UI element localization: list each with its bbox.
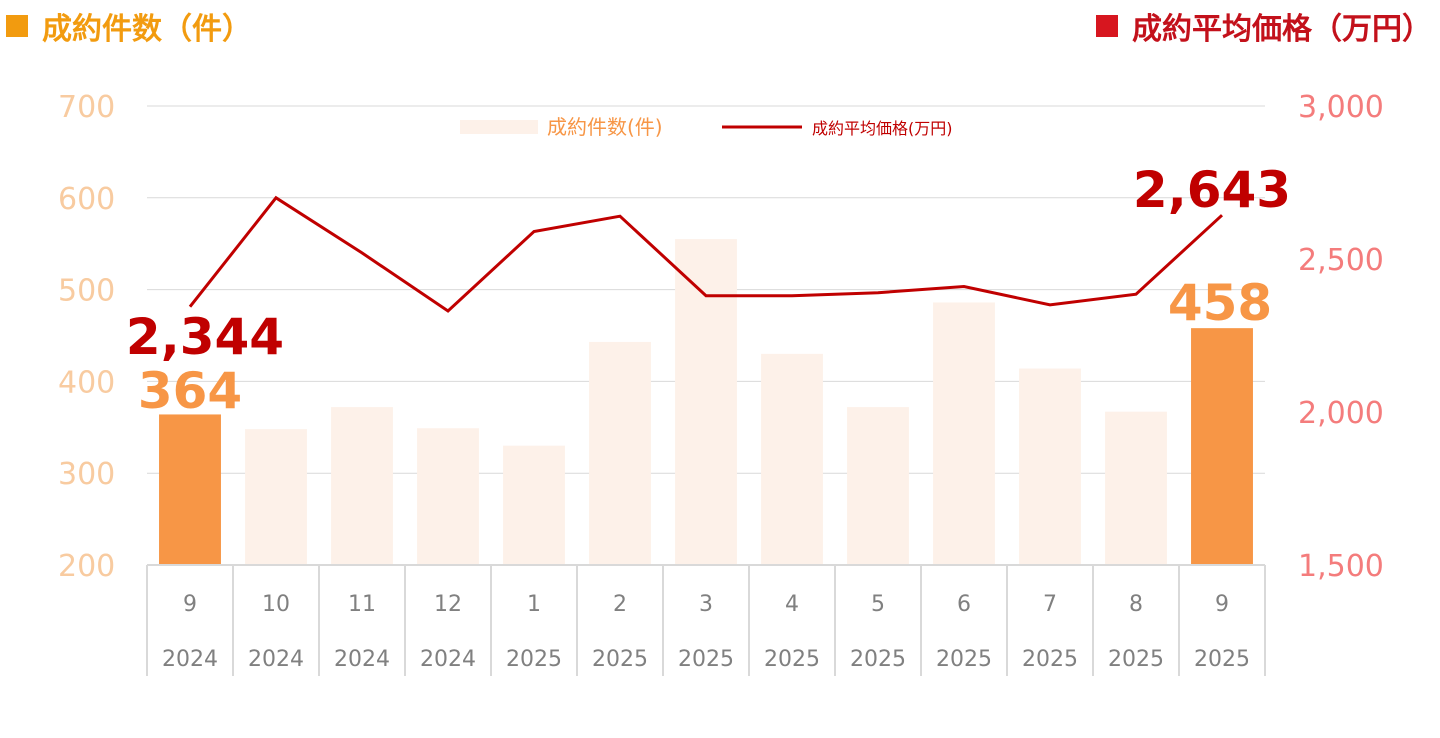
year-label: 2025	[764, 647, 820, 672]
year-label: 2025	[1108, 647, 1164, 672]
month-label: 7	[1043, 592, 1057, 617]
month-label: 10	[262, 592, 290, 617]
year-label: 2025	[1194, 647, 1250, 672]
year-label: 2025	[678, 647, 734, 672]
legend-bar-swatch	[460, 120, 538, 134]
legend-bar-label: 成約件数(件)	[547, 115, 663, 139]
left-tick-label: 500	[58, 274, 115, 309]
year-label: 2025	[1022, 647, 1078, 672]
red-square-icon	[1096, 15, 1118, 37]
left-tick-label: 600	[58, 182, 115, 217]
left-tick-label: 400	[58, 365, 115, 400]
bar-series	[159, 239, 1253, 566]
right-axis-title: 成約平均価格（万円）	[1096, 4, 1432, 48]
year-label: 2024	[248, 647, 304, 672]
right-axis-title-text: 成約平均価格（万円）	[1132, 12, 1432, 47]
bar-highlight	[159, 414, 221, 565]
bar	[675, 239, 737, 566]
year-label: 2024	[162, 647, 218, 672]
month-label: 4	[785, 592, 799, 617]
year-label: 2025	[506, 647, 562, 672]
month-label: 2	[613, 592, 627, 617]
bar-last-value-label: 458	[1168, 274, 1272, 332]
bar-highlight	[1191, 328, 1253, 565]
data-annotations: 2,344 364 2,643 458	[126, 161, 1291, 420]
line-series	[188, 195, 1224, 313]
bar	[933, 302, 995, 565]
left-tick-label: 700	[58, 90, 115, 125]
bar	[331, 407, 393, 565]
line-last-value-label: 2,643	[1133, 161, 1291, 219]
orange-square-icon	[6, 15, 28, 37]
left-axis-title: 成約件数（件）	[6, 4, 252, 48]
bar	[847, 407, 909, 565]
year-label: 2024	[420, 647, 476, 672]
month-label: 6	[957, 592, 971, 617]
month-label: 5	[871, 592, 885, 617]
bar-first-value-label: 364	[138, 362, 242, 420]
left-axis-ticks: 200 300 400 500 600 700	[58, 90, 115, 584]
right-tick-label: 2,000	[1298, 396, 1384, 431]
month-label: 3	[699, 592, 713, 617]
month-label: 8	[1129, 592, 1143, 617]
bar	[1019, 368, 1081, 565]
right-tick-label: 1,500	[1298, 549, 1384, 584]
line-first-value-label: 2,344	[126, 308, 284, 366]
month-label: 9	[1215, 592, 1229, 617]
year-label: 2025	[850, 647, 906, 672]
year-label: 2024	[334, 647, 390, 672]
month-label: 1	[527, 592, 541, 617]
bar	[761, 353, 823, 565]
month-label: 9	[183, 592, 197, 617]
bar	[1105, 411, 1167, 565]
right-tick-label: 2,500	[1298, 243, 1384, 278]
category-axis: 9 2024 10 2024 11 2024 12 2024 1 2025 2 2025 3 2025 4 2…	[146, 564, 1266, 676]
year-label: 2025	[936, 647, 992, 672]
price-line	[188, 195, 1224, 313]
bar	[589, 341, 651, 565]
legend-line-label: 成約平均価格(万円)	[812, 119, 953, 138]
left-tick-label: 200	[58, 549, 115, 584]
bar	[245, 429, 307, 565]
right-tick-label: 3,000	[1298, 90, 1384, 125]
bar	[503, 445, 565, 565]
legend: 成約件数(件) 成約平均価格(万円)	[460, 115, 953, 139]
month-label: 12	[434, 592, 462, 617]
year-label: 2025	[592, 647, 648, 672]
right-axis-ticks: 1,500 2,000 2,500 3,000	[1298, 90, 1384, 584]
left-axis-title-text: 成約件数（件）	[42, 12, 252, 47]
bar	[417, 428, 479, 565]
left-tick-label: 300	[58, 457, 115, 492]
month-label: 11	[348, 592, 376, 617]
